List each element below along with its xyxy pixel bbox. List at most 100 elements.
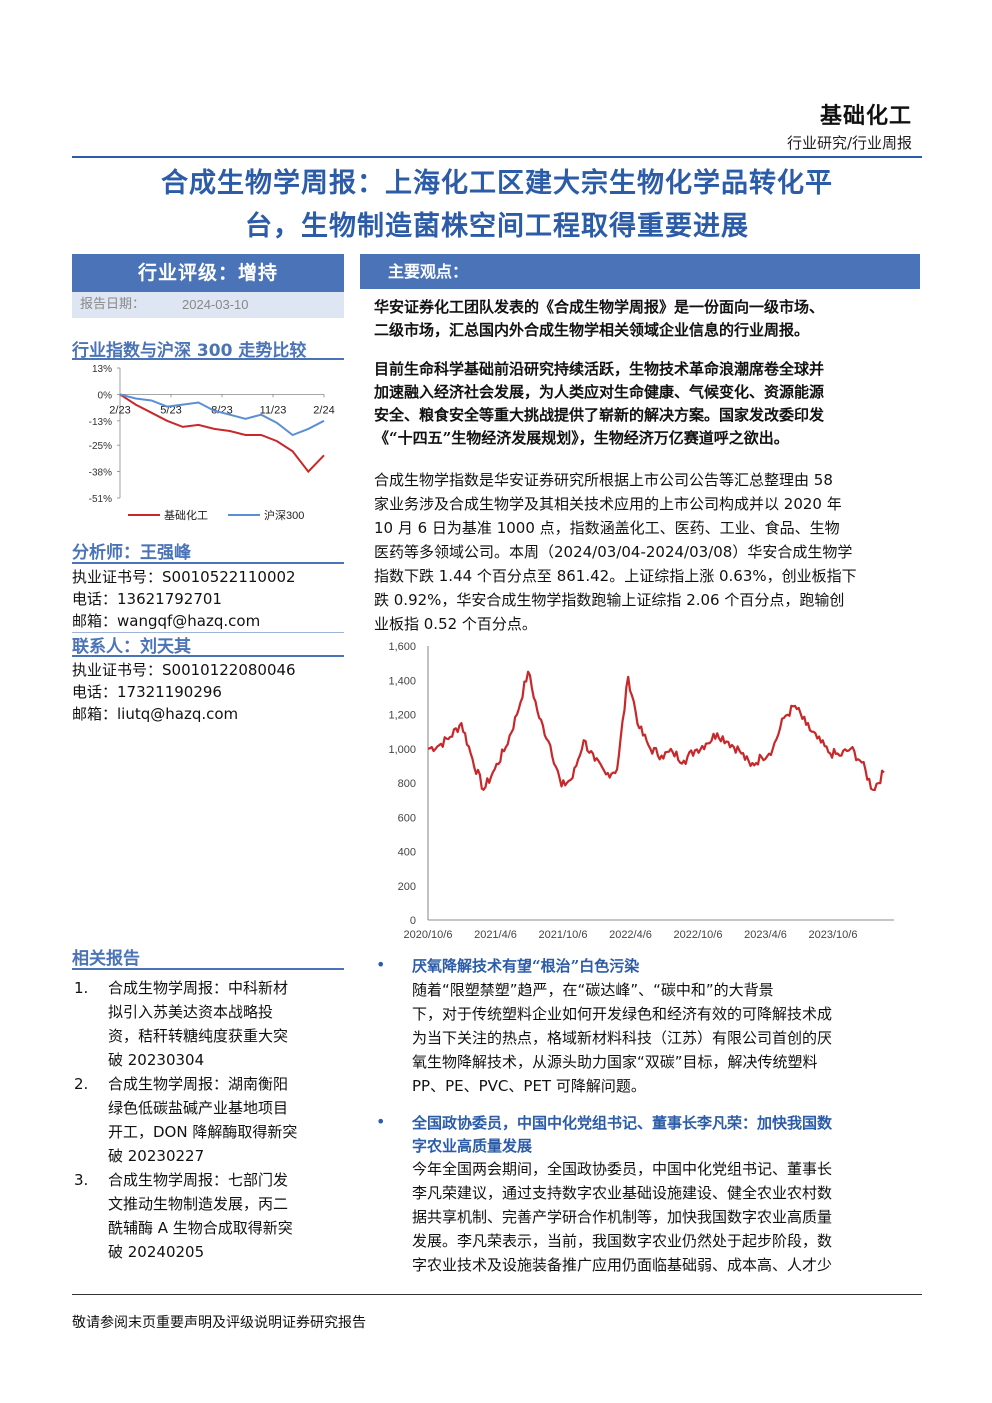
text-line: 医药等多领域公司。本周（2024/03/04-2024/03/08）华安合成生物… — [374, 543, 853, 561]
related-report-line: 开工，DON 降解酶取得新突 — [108, 1123, 298, 1141]
text-line: 二级市场，汇总国内外合成生物学相关领域企业信息的行业周报。 — [374, 321, 810, 339]
text-line: 跌 0.92%，华安合成生物学指数跑输上证综指 2.06 个百分点，跑输创 — [374, 591, 845, 609]
main-points-label: 主要观点： — [388, 262, 469, 281]
x-tick-label: 2020/10/6 — [404, 929, 453, 941]
y-tick-label: 1,400 — [388, 675, 416, 687]
y-tick-label: -25% — [89, 441, 112, 452]
news-2-body: 今年全国两会期间，全国政协委员，中国中化党组书记、董事长 李凡荣建议，通过支持数… — [412, 1157, 912, 1277]
sector-index-line — [119, 393, 325, 474]
contact-title-rule — [72, 655, 344, 657]
y-tick-label: 600 — [398, 812, 416, 824]
report-date: 报告日期： 2024-03-10 — [72, 292, 344, 318]
sector-label: 基础化工 — [819, 103, 912, 129]
report-title-line1: 合成生物学周报：上海化工区建大宗生物化学品转化平 — [161, 168, 833, 199]
x-tick-label: 11/23 — [260, 404, 287, 416]
report-type: 行业研究/行业周报 — [786, 134, 912, 152]
contact-phone: 电话：17321190296 — [72, 683, 222, 701]
bullet-icon: • — [376, 1112, 386, 1131]
x-tick-label: 5/23 — [160, 404, 181, 416]
x-tick-label: 2021/10/6 — [539, 929, 588, 941]
analyst-phone: 电话：13621792701 — [72, 590, 222, 608]
related-report-line: 合成生物学周报：中科新材 — [108, 979, 289, 997]
background-paragraph: 目前生命科学基础前沿研究持续活跃，生物技术革命浪潮席卷全球并 加速融入经济社会发… — [374, 358, 914, 450]
y-tick-label: -51% — [89, 494, 112, 505]
industry-rating: 行业评级：增持 — [72, 254, 344, 292]
related-report-line: 破 20230304 — [108, 1051, 205, 1069]
related-report-line: 酰辅酶 A 生物合成取得新突 — [108, 1219, 293, 1237]
y-tick-label: 1,200 — [388, 710, 416, 722]
text-line: 为当下关注的热点，格域新材料科技（江苏）有限公司首创的厌 — [412, 1029, 833, 1047]
related-report-item[interactable]: 1. 合成生物学周报：中科新材 拟引入苏美达资本战略投 资，秸秆转糖纯度获重大突… — [72, 976, 344, 1072]
analyst-title: 分析师：王强峰 — [72, 543, 191, 563]
related-reports-rule — [72, 968, 344, 970]
text-line: 家业务涉及合成生物学及其相关技术应用的上市公司构成并以 2020 年 — [374, 495, 842, 513]
related-report-line: 破 20230227 — [108, 1147, 205, 1165]
text-line: 据共享机制、完善产学研合作机制等，加快我国数字农业高质量 — [412, 1208, 833, 1226]
y-tick-label: 0% — [98, 390, 113, 401]
related-reports-title: 相关报告 — [72, 949, 140, 969]
report-date-label: 报告日期： — [80, 297, 146, 312]
y-tick-label: 200 — [398, 881, 416, 893]
text-line: 10 月 6 日为基准 1000 点，指数涵盖化工、医药、工业、食品、生物 — [374, 519, 840, 537]
report-title: 合成生物学周报：上海化工区建大宗生物化学品转化平 台，生物制造菌株空间工程取得重… — [72, 162, 922, 248]
text-line: 合成生物学指数是华安证券研究所根据上市公司公告等汇总整理由 58 — [374, 471, 833, 489]
synbio-index-line — [427, 670, 885, 792]
news-1-title[interactable]: 厌氧降解技术有望“根治”白色污染 — [412, 957, 640, 975]
related-report-line: 拟引入苏美达资本战略投 — [108, 1003, 274, 1021]
related-report-line: 合成生物学周报：七部门发 — [108, 1171, 289, 1189]
legend-label: 基础化工 — [164, 508, 208, 522]
report-date-value: 2024-03-10 — [182, 297, 249, 312]
text-line: 安全、粮食安全等重大挑战提供了崭新的解决方案。国家发改委印发 — [374, 406, 825, 424]
news-2-title[interactable]: 全国政协委员，中国中化党组书记、董事长李凡荣：加快我国数 字农业高质量发展 — [412, 1112, 912, 1158]
y-tick-label: 1,000 — [388, 744, 416, 756]
related-report-line: 绿色低碳盐碱产业基地项目 — [108, 1099, 289, 1117]
related-report-line: 资，秸秆转糖纯度获重大突 — [108, 1027, 289, 1045]
report-title-line2: 台，生物制造菌株空间工程取得重要进展 — [245, 211, 749, 242]
related-report-line: 合成生物学周报：湖南衡阳 — [108, 1075, 289, 1093]
analyst-divider — [72, 632, 344, 633]
contact-title: 联系人：刘天其 — [72, 637, 191, 657]
legend-label: 沪深300 — [264, 508, 304, 522]
related-report-number: 3. — [74, 1171, 89, 1189]
related-report-line: 破 20240205 — [108, 1243, 205, 1261]
related-reports-list: 1. 合成生物学周报：中科新材 拟引入苏美达资本战略投 资，秸秆转糖纯度获重大突… — [72, 976, 344, 1264]
intro-paragraph: 华安证券化工团队发表的《合成生物学周报》是一份面向一级市场、 二级市场，汇总国内… — [374, 296, 914, 342]
y-tick-label: -13% — [89, 417, 112, 428]
hs300-line — [119, 393, 325, 437]
x-tick-label: 2023/4/6 — [744, 929, 787, 941]
x-tick-label: 2023/10/6 — [809, 929, 858, 941]
text-line: 业板指 0.52 个百分点。 — [374, 615, 537, 633]
x-tick-label: 2022/4/6 — [609, 929, 652, 941]
x-tick-label: 2/24 — [313, 404, 334, 416]
text-line: 今年全国两会期间，全国政协委员，中国中化党组书记、董事长 — [412, 1160, 833, 1178]
text-line: 发展。李凡荣表示，当前，我国数字农业仍然处于起步阶段，数 — [412, 1232, 833, 1250]
sector-vs-hs300-chart: 13%0%-13%-25%-38%-51%2/23 5/23 8/23 11/23 2/… — [89, 364, 335, 522]
y-tick-label: 13% — [92, 364, 112, 375]
text-line: 《“十四五”生物经济发展规划》，生物经济万亿赛道呼之欲出。 — [374, 429, 789, 447]
analyst-title-rule — [72, 562, 344, 564]
y-tick-label: 400 — [398, 847, 416, 859]
main-points-header: 主要观点： — [360, 254, 920, 289]
text-line: 字农业技术及设施装备推广应用仍面临基础弱、成本高、人才少 — [412, 1256, 833, 1274]
text-line: PP、PE、PVC、PET 可降解问题。 — [412, 1077, 646, 1095]
text-line: 下，对于传统塑料企业如何开发绿色和经济有效的可降解技术成 — [412, 1005, 833, 1023]
related-report-line: 文推动生物制造发展，丙二 — [108, 1195, 289, 1213]
text-line: 全国政协委员，中国中化党组书记、董事长李凡荣：加快我国数 — [412, 1114, 833, 1132]
contact-cert: 执业证书号：S0010122080046 — [72, 661, 296, 679]
related-report-item[interactable]: 3. 合成生物学周报：七部门发 文推动生物制造发展，丙二 酰辅酶 A 生物合成取… — [72, 1168, 344, 1264]
text-line: 氧生物降解技术，从源头助力国家“双碳”目标，解决传统塑料 — [412, 1053, 818, 1071]
y-tick-label: -38% — [89, 468, 112, 479]
footer-rule — [72, 1294, 922, 1295]
text-line: 指数下跌 1.44 个百分点至 861.42。上证综指上涨 0.63%，创业板指… — [374, 567, 857, 585]
related-report-number: 1. — [74, 979, 89, 997]
bullet-icon: • — [376, 955, 386, 974]
y-tick-label: 800 — [398, 778, 416, 790]
text-line: 华安证券化工团队发表的《合成生物学周报》是一份面向一级市场、 — [374, 298, 825, 316]
analyst-email: 邮箱：wangqf@hazq.com — [72, 612, 261, 630]
synbio-index-chart: 0 200 400 600 800 1,000 1,200 1,400 1,600 2020/10… — [388, 641, 894, 941]
footer-disclaimer: 敬请参阅末页重要声明及评级说明证券研究报告 — [72, 1315, 366, 1331]
text-line: 字农业高质量发展 — [412, 1137, 533, 1155]
text-line: 加速融入经济社会发展，为人类应对生命健康、气候变化、资源能源 — [374, 383, 825, 401]
related-report-item[interactable]: 2. 合成生物学周报：湖南衡阳 绿色低碳盐碱产业基地项目 开工，DON 降解酶取… — [72, 1072, 344, 1168]
related-report-number: 2. — [74, 1075, 89, 1093]
